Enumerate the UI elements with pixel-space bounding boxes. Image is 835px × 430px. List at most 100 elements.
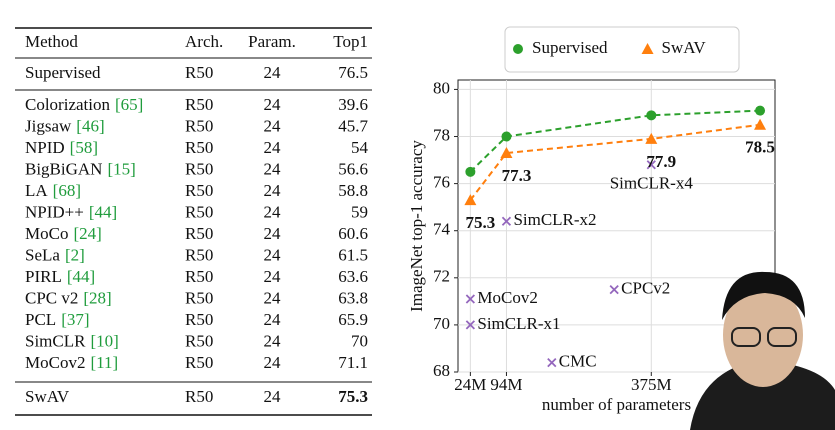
arch-cell: R50 (185, 159, 213, 178)
params-cell: 24 (264, 353, 282, 372)
method-name: SimCLR (25, 331, 86, 350)
params-cell: 24 (264, 116, 282, 135)
point (501, 131, 512, 142)
method-cell: BigBiGAN [15] (25, 159, 136, 178)
x-tick-label: 24M (454, 375, 486, 394)
method-name: SwAV (25, 387, 70, 406)
point (465, 166, 476, 177)
method-name: MoCo (25, 224, 68, 243)
params-cell: 24 (264, 159, 282, 178)
arch-cell: R50 (185, 181, 213, 200)
method-cell: MoCov2 [11] (25, 353, 118, 372)
arch-cell: R50 (185, 202, 213, 221)
citation: [15] (107, 159, 135, 178)
other-method-label: SimCLR-x2 (513, 210, 596, 229)
top1-cell: 58.8 (338, 181, 368, 200)
y-axis-label: ImageNet top-1 accuracy (407, 140, 426, 312)
method-cell: Supervised (25, 63, 101, 82)
params-cell: 24 (264, 245, 282, 264)
params-cell: 24 (264, 310, 282, 329)
arch-cell: R50 (185, 224, 213, 243)
params-cell: 24 (264, 288, 282, 307)
params-cell: 24 (264, 331, 282, 350)
method-cell: NPID++ [44] (25, 202, 117, 221)
arch-cell: R50 (185, 267, 213, 286)
method-name: NPID++ (25, 202, 84, 221)
y-tick-label: 68 (433, 361, 450, 380)
arch-cell: R50 (185, 95, 213, 114)
other-method-point (501, 216, 512, 226)
citation: [24] (73, 224, 101, 243)
method-name: PCL (25, 310, 56, 329)
table-header: Arch. (185, 32, 223, 51)
citation: [65] (115, 95, 143, 114)
top1-cell: 54 (351, 138, 369, 157)
arch-cell: R50 (185, 310, 213, 329)
legend-label: Supervised (532, 38, 608, 57)
other-method-point (646, 160, 656, 170)
citation: [28] (83, 288, 111, 307)
data-label: 75.3 (465, 213, 495, 232)
params-cell: 24 (264, 138, 282, 157)
other-method-point (609, 284, 619, 295)
point (645, 132, 658, 144)
params-cell: 24 (264, 202, 282, 221)
other-method-point (465, 294, 476, 304)
params-cell: 24 (264, 181, 282, 200)
data-label: 77.3 (502, 166, 532, 185)
arch-cell: R50 (185, 387, 213, 406)
point (646, 110, 657, 121)
method-cell: PIRL [44] (25, 267, 95, 286)
other-method-point (465, 320, 476, 330)
other-method-point (547, 357, 557, 368)
table-header: Method (25, 32, 78, 51)
citation: [58] (70, 138, 98, 157)
method-cell: NPID [58] (25, 138, 98, 157)
method-name: BigBiGAN (25, 159, 102, 178)
top1-cell: 63.6 (338, 267, 368, 286)
arch-cell: R50 (185, 353, 213, 372)
top1-cell: 76.5 (338, 63, 368, 82)
point (755, 105, 766, 116)
params-cell: 24 (264, 63, 282, 82)
arch-cell: R50 (185, 138, 213, 157)
y-tick-label: 80 (433, 78, 450, 97)
method-name: Supervised (25, 63, 101, 82)
method-cell: SwAV (25, 387, 70, 406)
citation: [44] (67, 267, 95, 286)
method-name: SeLa (25, 245, 60, 264)
data-label: 77.9 (646, 152, 676, 171)
method-cell: LA [68] (25, 181, 81, 200)
series-line (469, 123, 761, 201)
citation: [2] (65, 245, 85, 264)
method-name: LA (25, 181, 48, 200)
y-tick-label: 76 (433, 173, 450, 192)
legend-marker (513, 44, 523, 54)
top1-cell: 59 (351, 202, 368, 221)
method-name: CPC v2 (25, 288, 78, 307)
series-line (469, 109, 761, 173)
citation: [46] (76, 116, 104, 135)
method-cell: Colorization [65] (25, 95, 143, 114)
y-tick-label: 72 (433, 267, 450, 286)
method-cell: SeLa [2] (25, 245, 85, 264)
y-tick-label: 70 (433, 314, 450, 333)
method-name: MoCov2 (25, 353, 85, 372)
params-cell: 24 (264, 387, 282, 406)
top1-cell: 63.8 (338, 288, 368, 307)
other-method-label: SimCLR-x1 (477, 314, 560, 333)
presenter-video (690, 271, 835, 430)
params-cell: 24 (264, 224, 282, 243)
table-header: Param. (248, 32, 296, 51)
citation: [44] (89, 202, 117, 221)
top1-cell: 61.5 (338, 245, 368, 264)
method-cell: MoCo [24] (25, 224, 102, 243)
x-tick-label: 375M (631, 375, 672, 394)
method-cell: CPC v2 [28] (25, 288, 112, 307)
point (464, 194, 477, 206)
legend-box (504, 26, 740, 73)
top1-cell: 39.6 (338, 95, 368, 114)
method-cell: PCL [37] (25, 310, 90, 329)
top1-cell: 75.3 (338, 387, 368, 406)
x-axis-label: number of parameters (542, 395, 691, 414)
